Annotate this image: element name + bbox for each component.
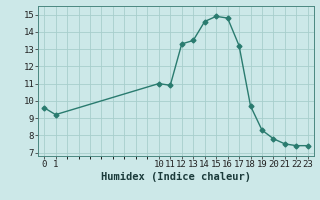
X-axis label: Humidex (Indice chaleur): Humidex (Indice chaleur) bbox=[101, 172, 251, 182]
